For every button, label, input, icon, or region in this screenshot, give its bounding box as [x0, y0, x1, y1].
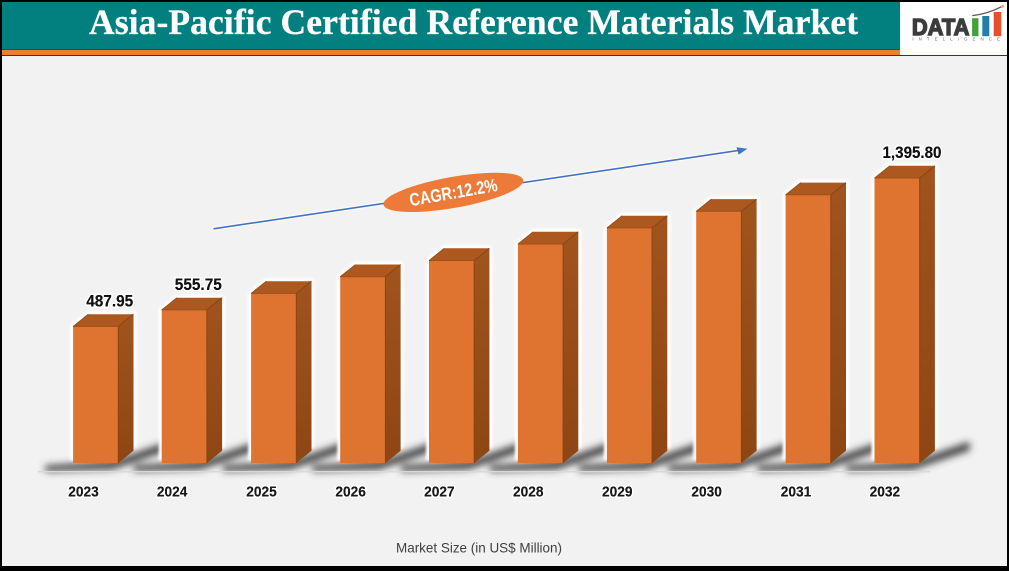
svg-text:2024: 2024	[157, 484, 188, 501]
svg-text:555.75: 555.75	[175, 275, 222, 294]
svg-text:2031: 2031	[781, 484, 812, 501]
svg-text:2028: 2028	[513, 484, 544, 501]
svg-text:DATA: DATA	[911, 14, 969, 40]
svg-text:2032: 2032	[870, 484, 901, 501]
svg-text:2025: 2025	[246, 484, 277, 501]
svg-text:2032: 2032	[870, 484, 901, 501]
svg-text:2029: 2029	[602, 484, 633, 501]
svg-text:2023: 2023	[68, 484, 99, 501]
svg-text:2029: 2029	[602, 484, 633, 501]
svg-text:487.95: 487.95	[86, 292, 133, 311]
svg-text:Market Size (in US$ Million): Market Size (in US$ Million)	[396, 539, 562, 555]
svg-text:2031: 2031	[781, 484, 812, 501]
svg-text:2026: 2026	[335, 484, 366, 501]
svg-text:2030: 2030	[691, 484, 722, 501]
svg-text:2027: 2027	[424, 484, 455, 501]
svg-text:2024: 2024	[157, 484, 188, 501]
svg-text:2028: 2028	[513, 484, 544, 501]
svg-text:487.95: 487.95	[86, 292, 133, 311]
svg-text:2025: 2025	[246, 484, 277, 501]
svg-text:2026: 2026	[335, 484, 366, 501]
svg-text:2030: 2030	[691, 484, 722, 501]
svg-text:2027: 2027	[424, 484, 455, 501]
svg-text:555.75: 555.75	[175, 275, 222, 294]
svg-text:2023: 2023	[68, 484, 99, 501]
svg-text:1,395.80: 1,395.80	[883, 143, 942, 162]
svg-text:1,395.80: 1,395.80	[883, 143, 942, 162]
